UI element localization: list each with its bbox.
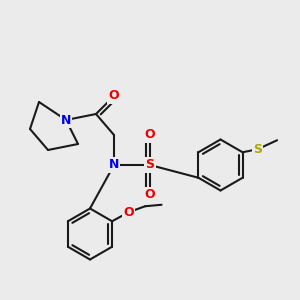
Text: N: N <box>61 113 71 127</box>
Text: S: S <box>253 143 262 156</box>
Text: O: O <box>145 188 155 202</box>
Text: O: O <box>109 89 119 103</box>
Text: S: S <box>146 158 154 172</box>
Text: O: O <box>123 206 134 219</box>
Text: O: O <box>145 128 155 142</box>
Text: N: N <box>109 158 119 172</box>
